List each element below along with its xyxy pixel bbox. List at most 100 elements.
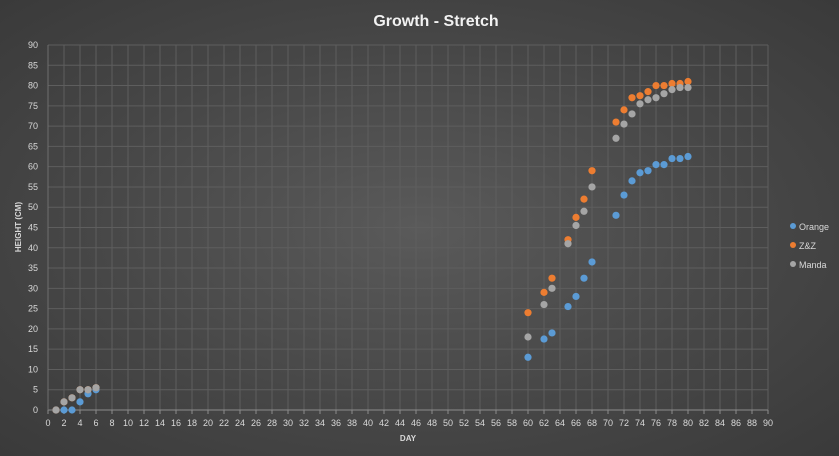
- x-tick-label: 22: [219, 418, 229, 428]
- y-tick-label: 60: [28, 162, 38, 172]
- data-point: [540, 300, 548, 309]
- x-tick-label: 86: [731, 418, 741, 428]
- data-point: [660, 81, 668, 90]
- x-tick-label: 4: [77, 418, 82, 428]
- y-tick-label: 50: [28, 202, 38, 212]
- y-tick-label: 70: [28, 121, 38, 131]
- x-tick-label: 70: [603, 418, 613, 428]
- data-point: [644, 96, 652, 104]
- x-tick-label: 16: [171, 418, 181, 428]
- data-point: [588, 183, 596, 191]
- data-point: [628, 94, 636, 102]
- data-point: [684, 77, 692, 86]
- data-point: [652, 81, 660, 90]
- legend-label: Manda: [799, 260, 827, 270]
- data-point: [564, 302, 572, 311]
- x-tick-label: 42: [379, 418, 389, 428]
- chart-title: Growth - Stretch: [373, 13, 498, 30]
- data-point: [548, 274, 556, 282]
- y-tick-label: 45: [28, 223, 38, 233]
- x-tick-label: 40: [363, 418, 373, 428]
- data-point: [76, 386, 84, 394]
- x-tick-label: 88: [747, 418, 757, 428]
- x-tick-label: 64: [555, 418, 565, 428]
- x-tick-label: 38: [347, 418, 357, 428]
- x-tick-label: 66: [571, 418, 581, 428]
- data-points: [52, 77, 692, 414]
- data-point: [676, 83, 684, 92]
- legend-marker: [790, 242, 796, 248]
- data-point: [620, 191, 628, 199]
- data-point: [524, 353, 532, 361]
- data-point: [668, 79, 676, 88]
- x-tick-label: 36: [331, 418, 341, 428]
- y-tick-label: 0: [33, 405, 38, 415]
- data-point: [52, 406, 60, 414]
- data-point: [60, 398, 68, 406]
- y-tick-label: 10: [28, 364, 38, 374]
- data-point: [644, 167, 652, 175]
- x-tick-label: 60: [523, 418, 533, 428]
- data-point: [540, 335, 548, 343]
- data-point: [652, 161, 660, 169]
- y-tick-label: 90: [28, 40, 38, 50]
- axes: [47, 45, 769, 414]
- data-point: [572, 292, 580, 301]
- data-point: [684, 152, 692, 161]
- x-tick-label: 8: [109, 418, 114, 428]
- y-tick-label: 20: [28, 324, 38, 334]
- x-tick-label: 72: [619, 418, 629, 428]
- data-point: [676, 154, 684, 163]
- legend-item: Z&Z: [790, 241, 817, 251]
- data-point: [580, 274, 588, 282]
- x-tick-label: 14: [155, 418, 165, 428]
- data-point: [548, 284, 556, 292]
- data-point: [660, 90, 668, 98]
- data-point: [588, 167, 596, 175]
- data-point: [612, 211, 620, 219]
- data-point: [620, 120, 628, 128]
- data-point: [68, 406, 76, 414]
- x-tick-label: 54: [475, 418, 485, 428]
- x-tick-label: 90: [763, 418, 773, 428]
- x-tick-label: 0: [45, 418, 50, 428]
- x-tick-label: 84: [715, 418, 725, 428]
- series-manda: [52, 83, 692, 414]
- x-tick-label: 10: [123, 418, 133, 428]
- series-z-z: [52, 77, 692, 414]
- x-tick-label: 30: [283, 418, 293, 428]
- data-point: [564, 240, 572, 248]
- data-point: [524, 333, 532, 341]
- y-tick-labels: 0 5 10 15 20 25 30 35 40 45 50 55 60 65 70 75 80 85 90: [28, 40, 38, 415]
- legend-marker: [790, 261, 796, 267]
- y-tick-label: 35: [28, 263, 38, 273]
- y-axis-label: HEIGHT (CM): [14, 202, 23, 253]
- data-point: [540, 288, 548, 296]
- x-tick-label: 74: [635, 418, 645, 428]
- data-point: [660, 161, 668, 169]
- x-tick-label: 32: [299, 418, 309, 428]
- x-tick-label: 46: [411, 418, 421, 428]
- legend-label: Orange: [799, 222, 829, 232]
- data-point: [612, 134, 620, 142]
- legend-item: Orange: [790, 222, 829, 232]
- series-orange: [52, 152, 692, 414]
- legend-item: Manda: [790, 260, 827, 270]
- x-tick-label: 34: [315, 418, 325, 428]
- x-tick-label: 56: [491, 418, 501, 428]
- data-point: [636, 92, 644, 100]
- y-tick-label: 80: [28, 81, 38, 91]
- y-tick-label: 40: [28, 243, 38, 253]
- x-tick-label: 68: [587, 418, 597, 428]
- x-tick-label: 76: [651, 418, 661, 428]
- data-point: [84, 386, 92, 394]
- data-point: [588, 258, 596, 266]
- x-tick-label: 28: [267, 418, 277, 428]
- x-tick-label: 78: [667, 418, 677, 428]
- y-tick-label: 25: [28, 304, 38, 314]
- y-tick-label: 85: [28, 60, 38, 70]
- x-tick-label: 82: [699, 418, 709, 428]
- x-tick-label: 52: [459, 418, 469, 428]
- x-tick-label: 62: [539, 418, 549, 428]
- x-tick-label: 18: [187, 418, 197, 428]
